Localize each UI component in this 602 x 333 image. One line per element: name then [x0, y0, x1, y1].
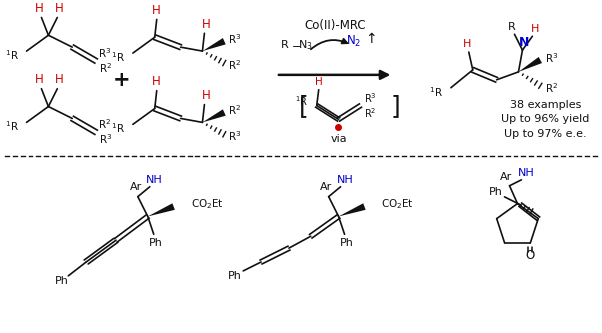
Text: ]: ]: [390, 95, 400, 119]
Text: NH: NH: [146, 175, 163, 185]
Text: 38 examples: 38 examples: [510, 100, 581, 110]
Text: ↑: ↑: [365, 32, 377, 46]
Text: R$^2$: R$^2$: [228, 104, 241, 118]
Text: H: H: [202, 18, 211, 31]
Text: Ph: Ph: [149, 238, 163, 248]
Text: Co(II)-MRC: Co(II)-MRC: [305, 19, 367, 32]
Text: Ar: Ar: [320, 182, 332, 192]
Polygon shape: [147, 203, 175, 216]
Polygon shape: [202, 109, 226, 123]
Text: [: [: [299, 95, 309, 119]
Text: N$_3$: N$_3$: [298, 38, 312, 52]
Text: H: H: [55, 73, 64, 86]
Text: R: R: [507, 22, 515, 32]
Text: $^1$R: $^1$R: [5, 120, 19, 133]
Text: H: H: [55, 2, 64, 15]
Text: Ph: Ph: [489, 187, 503, 197]
Text: $^1$R: $^1$R: [296, 95, 309, 109]
Text: Ph: Ph: [54, 276, 68, 286]
Text: $^1$R: $^1$R: [111, 122, 125, 135]
Text: R$^2$: R$^2$: [99, 118, 111, 131]
Text: H: H: [152, 75, 161, 88]
Text: CO$_2$Et: CO$_2$Et: [381, 198, 414, 211]
Polygon shape: [338, 203, 365, 216]
Text: H: H: [152, 4, 161, 17]
Text: $^1$R: $^1$R: [429, 85, 443, 99]
Text: NH: NH: [337, 175, 354, 185]
Text: Ph: Ph: [340, 238, 353, 248]
Text: R$^3$: R$^3$: [545, 51, 558, 65]
Text: R$^3$: R$^3$: [228, 129, 241, 143]
Text: H: H: [35, 73, 44, 86]
Text: N: N: [520, 36, 530, 49]
Text: $^1$R: $^1$R: [5, 48, 19, 62]
Text: R$^2$: R$^2$: [364, 107, 377, 120]
Text: O: O: [526, 249, 535, 262]
Text: H: H: [202, 89, 211, 102]
Text: R$^3$: R$^3$: [228, 32, 241, 46]
Text: +: +: [113, 70, 131, 90]
Text: Ar: Ar: [129, 182, 142, 192]
Text: R$^2$: R$^2$: [545, 81, 558, 95]
Text: R$^3$: R$^3$: [99, 132, 113, 146]
Polygon shape: [518, 57, 542, 72]
Text: Ar: Ar: [500, 172, 512, 182]
Text: $-$: $-$: [291, 40, 301, 50]
Text: R$^3$: R$^3$: [364, 91, 377, 105]
Text: R$^3$: R$^3$: [98, 46, 112, 60]
Text: Up to 96% yield: Up to 96% yield: [501, 115, 589, 125]
Text: Ph: Ph: [228, 271, 242, 281]
Text: H: H: [35, 2, 44, 15]
Text: R$^2$: R$^2$: [99, 61, 113, 75]
Text: via: via: [330, 134, 347, 144]
Text: NH: NH: [518, 168, 535, 178]
Text: H: H: [315, 77, 323, 87]
Polygon shape: [202, 38, 226, 51]
Text: R$^2$: R$^2$: [228, 58, 241, 72]
Text: H: H: [462, 39, 471, 49]
FancyArrowPatch shape: [311, 39, 347, 49]
Text: N$_2$: N$_2$: [346, 34, 361, 49]
Text: $^1$R: $^1$R: [111, 50, 125, 64]
Text: CO$_2$Et: CO$_2$Et: [190, 198, 223, 211]
Text: R: R: [281, 40, 289, 50]
Text: Up to 97% e.e.: Up to 97% e.e.: [504, 129, 586, 139]
Text: H: H: [531, 24, 539, 34]
